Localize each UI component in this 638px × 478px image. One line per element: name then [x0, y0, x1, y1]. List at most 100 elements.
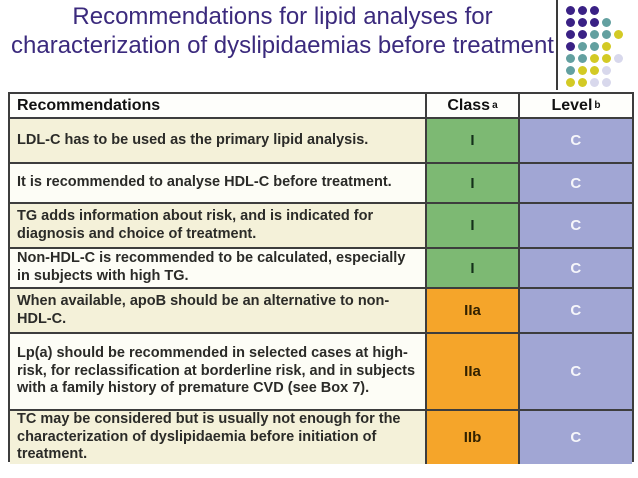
dot-pattern-decoration	[566, 5, 626, 89]
dot-row	[566, 29, 626, 41]
recommendation-text: TC may be considered but is usually not …	[10, 411, 427, 464]
dot-icon	[578, 78, 587, 87]
dot-icon	[602, 78, 611, 87]
dot-icon	[590, 78, 599, 87]
recommendation-text-label: TG adds information about risk, and is i…	[17, 207, 374, 242]
recommendations-table: Recommendations Class a Level b LDL-C has …	[8, 92, 634, 464]
table-row-tg: TG adds information about risk, and is i…	[10, 204, 632, 249]
class-cell: IIa	[427, 334, 520, 409]
level-value: C	[570, 302, 582, 319]
dot-icon	[602, 42, 611, 51]
dot-row	[566, 17, 626, 29]
table-row-tc: TC may be considered but is usually not …	[10, 411, 632, 464]
recommendation-text-label: When available, apoB should be an altern…	[17, 292, 390, 327]
class-cell: I	[427, 249, 520, 287]
recommendation-text: Non-HDL-C is recommended to be calculate…	[10, 249, 427, 287]
dot-icon	[590, 30, 599, 39]
class-value: I	[470, 132, 475, 149]
class-value: I	[470, 217, 475, 234]
dot-icon	[602, 54, 611, 63]
level-cell: C	[520, 289, 632, 332]
dot-icon	[566, 78, 575, 87]
table-header-row: Recommendations Class a Level b	[10, 94, 632, 119]
level-value: C	[570, 217, 582, 234]
class-value: IIa	[464, 363, 481, 380]
level-value: C	[570, 429, 582, 446]
dot-icon	[614, 30, 623, 39]
column-header-recommendations: Recommendations	[10, 94, 427, 117]
level-value: C	[570, 259, 582, 277]
dot-row	[566, 5, 626, 17]
class-cell: I	[427, 204, 520, 247]
recommendation-text-label: LDL-C has to be used as the primary lipi…	[17, 131, 369, 148]
dot-icon	[614, 54, 623, 63]
table-row-ldl-c: LDL-C has to be used as the primary lipi…	[10, 119, 632, 164]
dot-row	[566, 65, 626, 77]
recommendation-text: It is recommended to analyse HDL-C befor…	[10, 164, 427, 202]
dot-icon	[566, 6, 575, 15]
level-value: C	[570, 363, 582, 380]
class-value: IIb	[463, 429, 482, 446]
class-footnote-marker: a	[492, 100, 498, 111]
dot-icon	[566, 18, 575, 27]
table-row-hdl-c: It is recommended to analyse HDL-C befor…	[10, 164, 632, 204]
recommendation-text: LDL-C has to be used as the primary lipi…	[10, 119, 427, 162]
table-row-lpa: Lp(a) should be recommended in selected …	[10, 334, 632, 411]
recommendation-text: When available, apoB should be an altern…	[10, 289, 427, 332]
dot-icon	[566, 30, 575, 39]
level-header-label: Level	[551, 96, 593, 114]
dot-icon	[602, 30, 611, 39]
dot-icon	[590, 6, 599, 15]
level-value: C	[570, 174, 582, 192]
class-cell: IIa	[427, 289, 520, 332]
dot-icon	[578, 6, 587, 15]
table-row-apob: When available, apoB should be an altern…	[10, 289, 632, 334]
column-header-level: Level b	[520, 94, 632, 117]
class-value: I	[470, 174, 475, 192]
dot-icon	[578, 42, 587, 51]
recommendation-text: TG adds information about risk, and is i…	[10, 204, 427, 247]
level-cell: C	[520, 249, 632, 287]
dot-icon	[590, 18, 599, 27]
lpa-text-post: ).	[360, 380, 370, 397]
dot-row	[566, 77, 626, 89]
dot-icon	[566, 66, 575, 75]
slide-title: Recommendations for lipid analyses for c…	[11, 3, 554, 59]
level-cell: C	[520, 411, 632, 464]
level-cell: C	[520, 119, 632, 162]
title-divider-line	[556, 0, 558, 90]
dot-icon	[590, 42, 599, 51]
dot-icon	[602, 66, 611, 75]
level-value: C	[570, 132, 582, 149]
level-cell: C	[520, 334, 632, 409]
level-cell: C	[520, 204, 632, 247]
dot-icon	[578, 18, 587, 27]
dot-icon	[566, 54, 575, 63]
table-row-non-hdl-c: Non-HDL-C is recommended to be calculate…	[10, 249, 632, 289]
dot-icon	[578, 30, 587, 39]
level-footnote-marker: b	[594, 100, 601, 111]
dot-row	[566, 53, 626, 65]
dot-icon	[602, 18, 611, 27]
level-cell: C	[520, 164, 632, 202]
recommendation-text-label: TC may be considered but is usually not …	[17, 410, 401, 463]
dot-icon	[578, 54, 587, 63]
lpa-text-pre: Lp(a) should be recommended in selected …	[17, 344, 416, 397]
class-cell: I	[427, 164, 520, 202]
dot-icon	[590, 66, 599, 75]
class-cell: IIb	[427, 411, 520, 464]
column-header-class: Class a	[427, 94, 520, 117]
dot-row	[566, 41, 626, 53]
class-value: IIa	[464, 302, 481, 319]
class-value: I	[470, 259, 475, 277]
dot-icon	[578, 66, 587, 75]
recommendation-text-label: It is recommended to analyse HDL-C befor…	[17, 174, 392, 191]
recommendation-text-label: Non-HDL-C is recommended to be calculate…	[17, 250, 406, 284]
recommendation-text: Lp(a) should be recommended in selected …	[10, 334, 427, 409]
dot-icon	[590, 54, 599, 63]
lpa-text-bold: (see Box 7	[287, 380, 361, 397]
class-header-label: Class	[447, 96, 491, 114]
dot-icon	[566, 42, 575, 51]
recommendation-text-label: Lp(a) should be recommended in selected …	[17, 345, 419, 399]
